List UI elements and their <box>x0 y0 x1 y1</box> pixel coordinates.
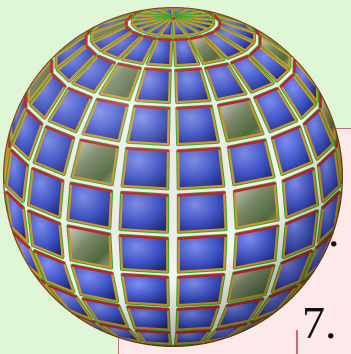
blue-tile <box>121 273 169 307</box>
blue-tile <box>176 105 220 146</box>
blue-tile <box>121 147 169 190</box>
blue-tile <box>177 147 225 190</box>
globe-rib <box>174 67 202 72</box>
globe-rib <box>144 67 172 72</box>
blue-tile <box>177 191 227 233</box>
blue-tile <box>119 191 169 233</box>
globe-rib <box>157 37 173 42</box>
blue-tile <box>177 234 227 273</box>
blue-tile <box>177 273 225 307</box>
blue-tile <box>119 234 169 273</box>
globe-rib <box>173 37 189 42</box>
blue-tile <box>126 105 170 146</box>
